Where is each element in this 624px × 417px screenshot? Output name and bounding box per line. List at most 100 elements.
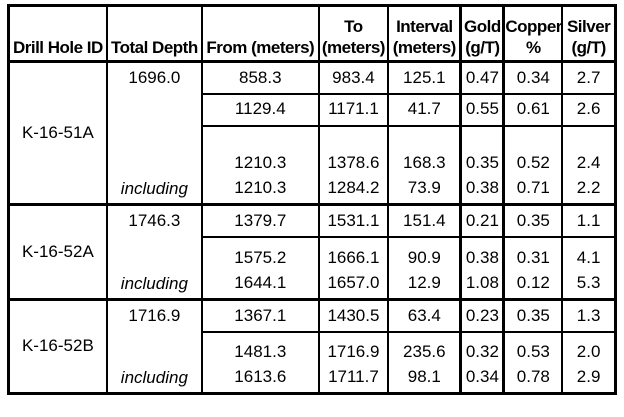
value-line: 73.9 — [407, 178, 441, 197]
value-line: 2.9 — [576, 367, 601, 386]
table-row: including 1575.2 1644.1 1666.1 1657.0 90… — [9, 235, 616, 300]
gold-cell: 0.23 — [459, 298, 504, 332]
drill-hole-id-cell: K-16-52A — [8, 203, 107, 300]
value-line: 0.38 — [465, 178, 499, 197]
table-row: including 1210.3 1210.3 1378.6 1284.2 16… — [9, 124, 616, 205]
to-cell: 1430.5 — [317, 298, 389, 332]
copper-cell: 0.34 — [502, 60, 563, 94]
value-line: 90.9 — [407, 248, 441, 267]
col-header-silver: Silver (g/T) — [561, 5, 616, 63]
value-line: 98.1 — [407, 367, 441, 386]
col-header-gold: Gold (g/T) — [459, 5, 504, 63]
col-header-interval: Interval (meters) — [387, 5, 461, 63]
gold-cell: 0.35 0.38 — [459, 124, 504, 205]
value-line: 0.71 — [516, 178, 550, 197]
value-line: 235.6 — [403, 342, 446, 361]
interval-cell: 235.6 98.1 — [387, 330, 461, 394]
to-cell: 1171.1 — [317, 92, 389, 126]
table-row: including 1481.3 1613.6 1716.9 1711.7 23… — [9, 330, 616, 394]
silver-cell: 2.0 2.9 — [561, 330, 616, 394]
gold-cell: 0.47 — [459, 60, 504, 94]
value-line: 1210.3 — [234, 153, 287, 172]
col-header-total-depth: Total Depth — [105, 5, 202, 63]
value-line: 2.4 — [576, 153, 601, 172]
table-row: K-16-51A 1696.0 858.3 983.4 125.1 0.47 0… — [8, 60, 616, 205]
value-line: 12.9 — [407, 273, 441, 292]
copper-cell: 0.35 — [502, 298, 563, 332]
copper-cell: 0.61 — [502, 92, 563, 126]
value-line: 1644.1 — [234, 273, 287, 292]
header-row: Drill Hole ID Total Depth From (meters) … — [8, 5, 616, 63]
gold-cell: 0.32 0.34 — [459, 330, 504, 394]
to-cell: 983.4 — [317, 60, 389, 94]
interval-cell: 151.4 — [387, 203, 461, 237]
copper-cell: 0.31 0.12 — [502, 235, 563, 300]
value-line: 0.12 — [516, 273, 550, 292]
value-line: 1716.9 — [327, 342, 380, 361]
value-line: 0.78 — [516, 367, 550, 386]
total-depth-cell — [105, 93, 202, 126]
from-cell: 1379.7 — [200, 203, 319, 237]
total-depth-cell: 1696.0 — [105, 60, 202, 94]
copper-cell: 0.52 0.71 — [502, 124, 563, 205]
drill-results-table: Drill Hole ID Total Depth From (meters) … — [7, 4, 617, 395]
value-line: 1.08 — [465, 273, 499, 292]
value-line: 1210.3 — [234, 178, 287, 197]
gold-cell: 0.21 — [459, 203, 504, 237]
including-label: including — [105, 125, 202, 205]
including-label: including — [105, 236, 202, 300]
to-cell: 1716.9 1711.7 — [317, 330, 389, 394]
silver-cell: 2.4 2.2 — [561, 124, 616, 205]
value-line: 0.35 — [465, 153, 499, 172]
from-cell: 1210.3 1210.3 — [200, 124, 319, 205]
value-line: 0.38 — [465, 248, 499, 267]
from-cell: 1129.4 — [200, 92, 319, 126]
interval-cell: 41.7 — [387, 92, 461, 126]
value-line: 168.3 — [403, 153, 446, 172]
gold-cell: 0.38 1.08 — [459, 235, 504, 300]
col-header-drill-hole-id: Drill Hole ID — [8, 5, 107, 63]
value-line: 0.53 — [516, 342, 550, 361]
interval-cell: 90.9 12.9 — [387, 235, 461, 300]
col-header-to: To (meters) — [317, 5, 389, 63]
value-line: 2.0 — [576, 342, 601, 361]
including-label: including — [105, 331, 202, 394]
col-header-from: From (meters) — [200, 5, 319, 63]
from-cell: 858.3 — [200, 60, 319, 94]
interval-cell: 125.1 — [387, 60, 461, 94]
silver-cell: 1.1 — [561, 203, 616, 237]
value-line: 0.52 — [516, 153, 550, 172]
table-row: 1129.4 1171.1 41.7 0.55 0.61 2.6 — [9, 92, 616, 126]
table-row: K-16-52A 1746.3 1379.7 1531.1 151.4 0.21… — [8, 203, 616, 300]
value-line: 1481.3 — [234, 342, 287, 361]
from-cell: 1575.2 1644.1 — [200, 235, 319, 300]
total-depth-cell: 1746.3 — [105, 203, 202, 237]
from-cell: 1481.3 1613.6 — [200, 330, 319, 394]
value-line: 1284.2 — [327, 178, 380, 197]
value-line: 1666.1 — [327, 248, 380, 267]
value-line: 0.31 — [516, 248, 550, 267]
col-header-copper: Copper % — [502, 5, 563, 63]
to-cell: 1378.6 1284.2 — [317, 124, 389, 205]
value-line: 0.32 — [465, 342, 499, 361]
value-line: 5.3 — [576, 273, 601, 292]
value-line: 1378.6 — [327, 153, 380, 172]
value-line: 2.2 — [576, 178, 601, 197]
value-line: 1657.0 — [327, 273, 380, 292]
page: Drill Hole ID Total Depth From (meters) … — [7, 4, 617, 395]
total-depth-cell: 1716.9 — [105, 298, 202, 332]
copper-cell: 0.35 — [502, 203, 563, 237]
table-row: K-16-52B 1716.9 1367.1 1430.5 63.4 0.23 … — [8, 298, 616, 394]
interval-cell: 63.4 — [387, 298, 461, 332]
interval-cell: 168.3 73.9 — [387, 124, 461, 205]
value-line: 0.34 — [465, 367, 499, 386]
to-cell: 1666.1 1657.0 — [317, 235, 389, 300]
to-cell: 1531.1 — [317, 203, 389, 237]
value-line: 1613.6 — [234, 367, 287, 386]
copper-cell: 0.53 0.78 — [502, 330, 563, 394]
drill-hole-id-cell: K-16-52B — [8, 298, 107, 394]
silver-cell: 2.6 — [561, 92, 616, 126]
from-cell: 1367.1 — [200, 298, 319, 332]
value-line: 4.1 — [576, 248, 601, 267]
silver-cell: 2.7 — [561, 60, 616, 94]
